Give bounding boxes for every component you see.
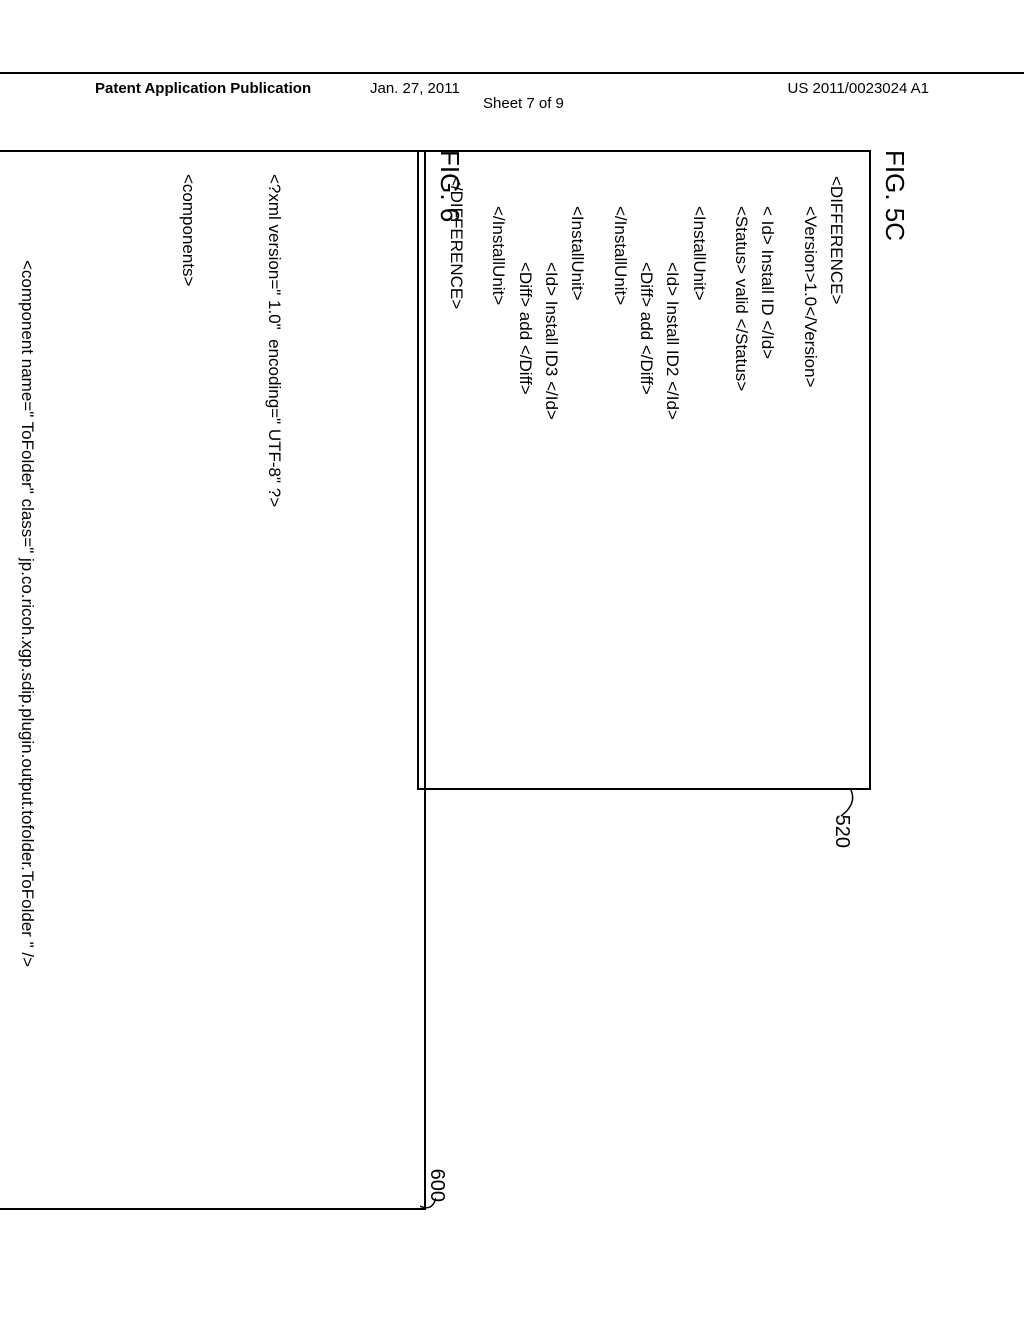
code-line: <Diff> add </Diff> — [511, 176, 537, 764]
fig-6-section: FIG. 6 600 <?xml version=" 1.0" encoding… — [0, 150, 465, 1210]
code-line: <InstallUnit> — [564, 176, 590, 764]
fig-5c-section: FIG. 5C 520 <DIFFERENCE> <Version>1.0</V… — [417, 150, 910, 790]
code-line: <components> — [173, 174, 202, 1186]
fig-6-box: 600 <?xml version=" 1.0" encoding=" UTF-… — [0, 150, 426, 1210]
fig-6-label: FIG. 6 — [434, 150, 465, 1210]
code-line: <?xml version=" 1.0" encoding=" UTF-8" ?… — [260, 174, 289, 1186]
header-publication: Patent Application Publication — [95, 80, 311, 97]
code-line: <component name=" ToFolder" class=" jp.c… — [12, 174, 41, 1186]
fig-5c-label: FIG. 5C — [879, 150, 910, 790]
code-line: <Version>1.0</Version> — [796, 176, 822, 764]
header-date: Jan. 27, 2011 — [370, 80, 460, 97]
page-header: Patent Application Publication Jan. 27, … — [0, 72, 1024, 97]
code-line: </InstallUnit> — [485, 176, 511, 764]
blank-line — [780, 176, 796, 764]
blank-line — [469, 176, 485, 764]
fig-5c-box: 520 <DIFFERENCE> <Version>1.0</Version> … — [417, 150, 871, 790]
code-line: <Id> Install ID3 </Id> — [538, 176, 564, 764]
blank-line — [712, 176, 728, 764]
blank-line — [99, 174, 115, 1186]
code-line: <Diff> add </Diff> — [633, 176, 659, 764]
leader-line-icon — [420, 1196, 436, 1214]
header-pubno: US 2011/0023024 A1 — [787, 80, 929, 97]
code-line: <DIFFERENCE> — [823, 176, 849, 764]
code-line: <Id> Install ID2 </Id> — [659, 176, 685, 764]
blank-line — [590, 176, 606, 764]
code-line: <Status> valid </Status> — [728, 176, 754, 764]
ref-520: 520 — [826, 815, 857, 848]
code-line: < Id> Install ID </Id> — [754, 176, 780, 764]
code-line: </InstallUnit> — [606, 176, 632, 764]
header-sheet: Sheet 7 of 9 — [483, 95, 564, 112]
rotated-content: FIG. 5C 520 <DIFFERENCE> <Version>1.0</V… — [80, 130, 920, 1250]
code-line: <InstallUnit> — [685, 176, 711, 764]
